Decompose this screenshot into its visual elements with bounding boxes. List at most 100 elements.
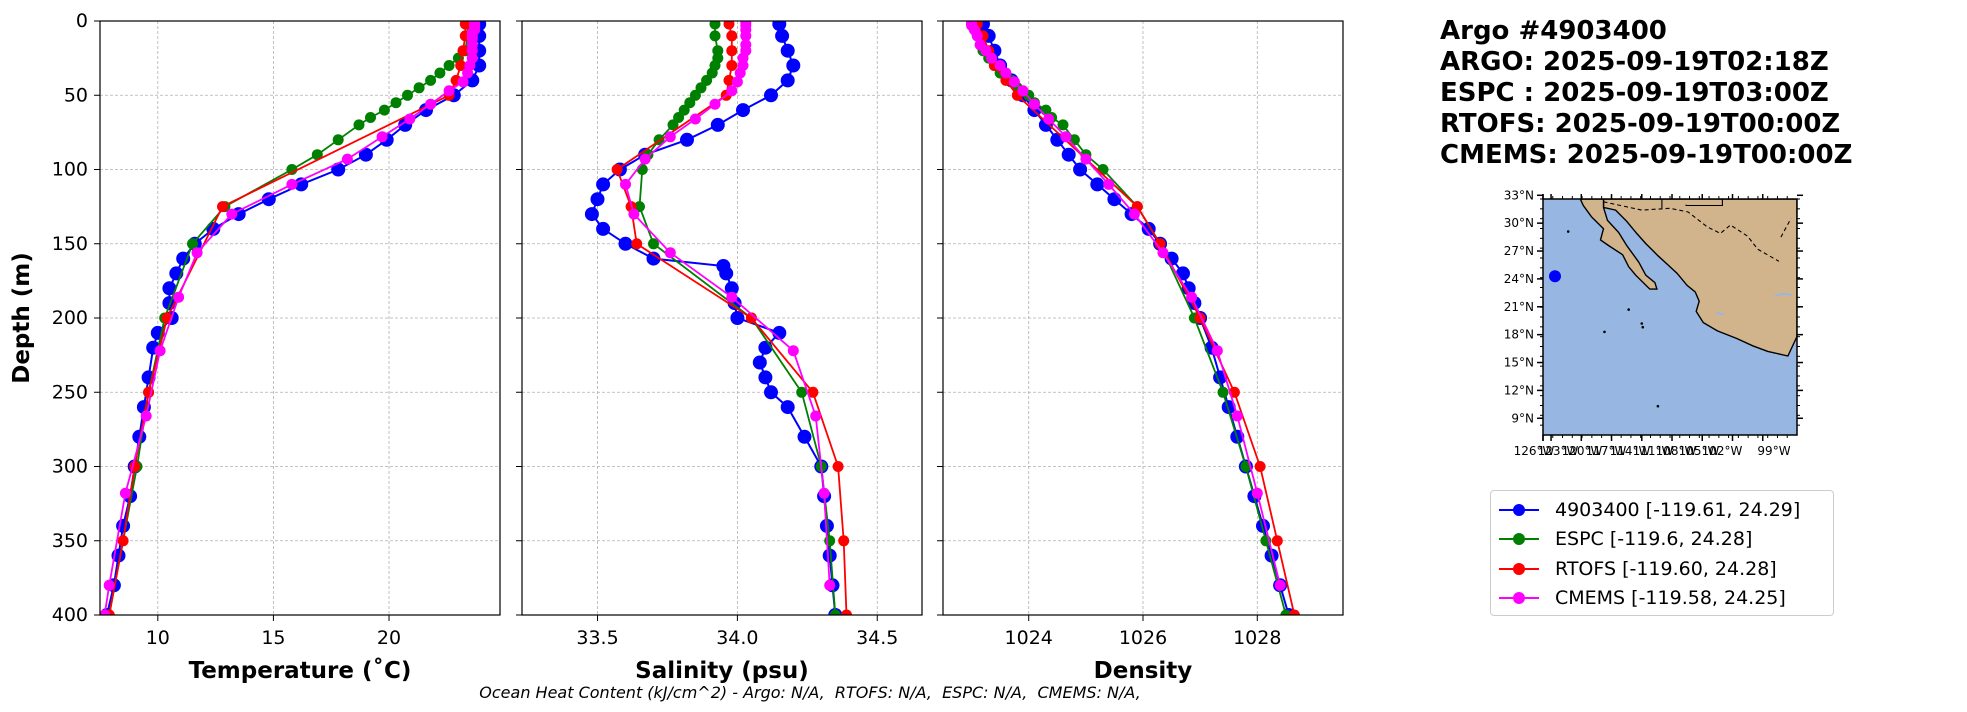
data-point-cmems xyxy=(191,247,203,259)
data-point-argo xyxy=(822,548,837,563)
data-point-cmems xyxy=(1274,579,1286,591)
data-point-argo xyxy=(764,88,778,103)
map-land-mainland xyxy=(1602,199,1797,357)
data-point-argo xyxy=(786,58,801,73)
map-border-state xyxy=(1685,199,1723,207)
data-point-espc xyxy=(365,112,376,123)
data-point-rtofs xyxy=(1271,535,1283,547)
data-point-espc xyxy=(1280,609,1292,615)
data-point-argo xyxy=(752,355,767,370)
data-point-cmems xyxy=(731,76,743,88)
data-point-rtofs xyxy=(723,21,735,30)
data-point-espc xyxy=(636,164,648,175)
map-lon-label: 102°W xyxy=(1702,444,1743,458)
x-axis-label: Salinity (psu) xyxy=(635,658,809,684)
data-point-espc xyxy=(1217,386,1229,398)
data-point-cmems xyxy=(103,579,115,591)
data-point-cmems xyxy=(980,45,992,57)
data-point-cmems xyxy=(1008,76,1020,88)
map-lat-label: 27°N xyxy=(1504,244,1534,258)
map-lon-label: 99°W xyxy=(1757,444,1790,458)
legend-label-rtofs: RTOFS [-119.60, 24.28] xyxy=(1555,557,1777,580)
map-lagoon xyxy=(1774,292,1793,297)
x-axis-label: Temperature (˚C) xyxy=(189,657,412,684)
map-island xyxy=(1603,330,1606,334)
data-point-rtofs xyxy=(745,312,757,324)
series-line-argo xyxy=(590,23,837,615)
map-lake xyxy=(1716,312,1725,316)
panel-2: 1024 1026 1028 Density xyxy=(937,20,1344,684)
data-point-cmems xyxy=(341,153,353,165)
data-point-cmems xyxy=(119,487,131,499)
y-tick-label: 50 xyxy=(64,84,88,106)
data-point-rtofs xyxy=(841,609,852,615)
data-point-espc xyxy=(667,119,679,131)
data-point-espc xyxy=(413,82,425,94)
data-point-cmems xyxy=(1080,153,1092,165)
data-point-cmems xyxy=(689,113,701,125)
data-point-cmems xyxy=(664,131,676,143)
data-point-cmems xyxy=(787,345,799,357)
x-tick-label: 1024 xyxy=(1005,627,1053,649)
data-point-rtofs xyxy=(723,74,735,86)
legend-label-cmems: CMEMS [-119.58, 24.25] xyxy=(1555,587,1786,610)
data-point-rtofs xyxy=(1288,609,1300,615)
data-point-argo xyxy=(358,147,373,162)
title-espc-time: ESPC : 2025-09-19T03:00Z xyxy=(1440,78,1829,108)
legend-label-espc: ESPC [-119.6, 24.28] xyxy=(1555,528,1753,551)
map-lat-label: 24°N xyxy=(1504,272,1534,286)
data-point-rtofs xyxy=(1254,461,1266,472)
data-point-cmems xyxy=(173,291,185,303)
data-point-cmems xyxy=(1017,85,1029,97)
y-axis-label: Depth (m) xyxy=(9,252,35,384)
data-point-cmems xyxy=(404,113,416,125)
data-point-cmems xyxy=(639,153,651,165)
data-point-argo xyxy=(331,162,346,177)
data-point-cmems xyxy=(726,85,738,97)
data-point-rtofs xyxy=(807,386,819,398)
data-point-argo xyxy=(764,385,778,400)
data-point-cmems xyxy=(620,178,631,190)
data-point-argo xyxy=(719,266,734,281)
map-lon-label: 117°W xyxy=(1586,444,1627,458)
map-lon-label: 114°W xyxy=(1610,444,1651,458)
panel-0: 0 50 100 150 200 250 300 350 400 10 15 20 Temperatur… xyxy=(9,10,501,684)
inset-map: 33°N 30°N 27°N 24°N 21°N 18°N 15°N 12°N 9°N 126°W… xyxy=(1504,188,1803,458)
data-point-argo xyxy=(596,221,611,236)
map-body xyxy=(1543,199,1797,435)
y-tick-label: 100 xyxy=(52,159,88,181)
title-cmems-time: CMEMS: 2025-09-19T00:00Z xyxy=(1440,140,1853,170)
data-point-argo xyxy=(1107,192,1122,207)
data-point-cmems xyxy=(818,487,830,499)
data-point-espc xyxy=(709,21,721,30)
data-point-cmems xyxy=(1028,98,1040,110)
map-border-state xyxy=(1780,218,1792,238)
legend-label-argo: 4903400 [-119.61, 24.29] xyxy=(1555,498,1801,521)
data-point-cmems xyxy=(443,85,455,97)
data-point-rtofs xyxy=(832,461,844,472)
data-point-cmems xyxy=(740,30,752,42)
x-tick-label: 1026 xyxy=(1119,627,1167,649)
data-point-espc xyxy=(695,82,707,94)
data-point-cmems xyxy=(726,291,738,303)
map-lat-label: 21°N xyxy=(1504,300,1534,314)
data-point-espc xyxy=(829,609,841,615)
data-point-rtofs xyxy=(726,60,738,71)
x-tick-label: 33.5 xyxy=(576,627,618,649)
data-point-argo xyxy=(162,281,177,296)
data-point-rtofs xyxy=(457,45,469,57)
data-point-cmems xyxy=(154,345,166,357)
data-point-argo xyxy=(1073,162,1088,177)
legend-swatch-espc xyxy=(1497,529,1541,549)
title-argo-time: ARGO: 2025-09-19T02:18Z xyxy=(1440,47,1829,77)
data-point-cmems xyxy=(1060,131,1072,143)
map-island xyxy=(1627,308,1630,311)
data-point-argo xyxy=(584,207,599,222)
data-point-argo xyxy=(1061,147,1076,162)
data-point-cmems xyxy=(100,609,111,615)
data-point-rtofs xyxy=(726,45,738,57)
map-lat-label: 9°N xyxy=(1511,411,1534,425)
map-lat-label: 18°N xyxy=(1504,328,1534,342)
panel-1: 33.5 34.0 34.5 Salinity (psu) xyxy=(516,20,923,684)
data-point-argo xyxy=(775,28,790,43)
